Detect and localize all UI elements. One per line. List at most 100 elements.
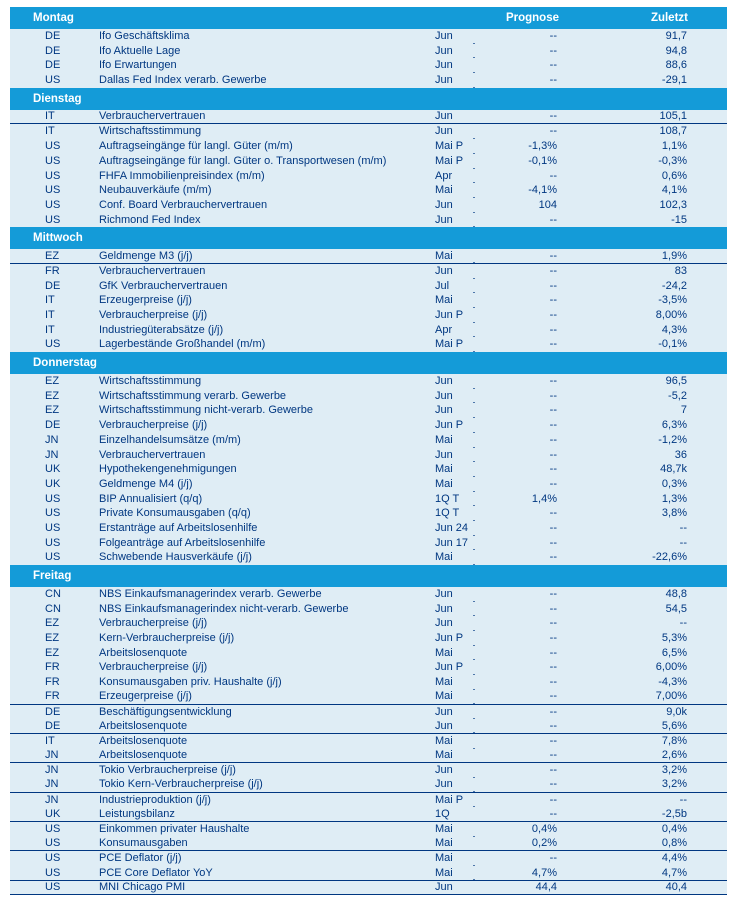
column-separator-dot xyxy=(473,615,475,617)
forecast-value: 1,4% xyxy=(531,492,557,505)
forecast-value: -- xyxy=(549,125,557,138)
reference-period-text: Mai xyxy=(435,551,453,564)
forecast-value: -- xyxy=(549,764,557,777)
last-value: 0,4% xyxy=(661,823,687,835)
day-section: Montag Prognose Zuletzt DE Ifo Geschäfts… xyxy=(10,7,727,88)
forecast-value: 4,7% xyxy=(531,866,557,879)
reference-period: Jun xyxy=(425,705,477,720)
reference-period: Jun xyxy=(425,403,477,419)
indicator-name: BIP Annualisiert (q/q) xyxy=(99,492,203,505)
forecast-value: -- xyxy=(549,419,557,432)
last-value: 54,5 xyxy=(665,602,687,615)
column-separator-dot xyxy=(473,321,475,323)
reference-period-text: Apr xyxy=(435,169,453,182)
reference-period-text: Mai xyxy=(435,823,453,835)
country-code: JN xyxy=(45,448,59,461)
forecast-value: -- xyxy=(549,404,557,417)
indicator-name: Arbeitslosenquote xyxy=(99,646,188,659)
reference-period-text: Jun xyxy=(435,125,453,138)
indicator-name: Verbrauchervertrauen xyxy=(99,448,206,461)
last-value: -2,5b xyxy=(661,807,687,820)
reference-period: Jul xyxy=(425,279,477,294)
column-header-zuletzt: Zuletzt xyxy=(650,12,688,24)
reference-period: Jun xyxy=(425,109,477,124)
indicator-row: UK Hypothekengenehmigungen Mai -- 48,7k xyxy=(10,462,727,477)
reference-period-text: Mai P xyxy=(435,793,464,806)
last-value: 4,3% xyxy=(661,323,687,336)
country-code: EZ xyxy=(45,617,60,630)
last-value: 4,1% xyxy=(661,184,687,197)
country-code: FR xyxy=(45,264,60,277)
day-section: Donnerstag EZ Wirtschaftsstimmung Jun --… xyxy=(10,352,727,566)
column-separator-dot xyxy=(473,703,475,705)
country-code: EZ xyxy=(45,249,60,262)
reference-period: Jun 24 xyxy=(425,521,477,536)
reference-period-text: Mai xyxy=(435,184,453,197)
indicator-name: Neubauverkäufe (m/m) xyxy=(99,184,212,197)
last-value: 94,8 xyxy=(665,44,687,57)
reference-period: Mai xyxy=(425,748,477,763)
country-code: DE xyxy=(45,59,61,72)
reference-period-text: Mai P xyxy=(435,154,464,167)
column-separator-dot xyxy=(473,505,475,507)
reference-period: Mai xyxy=(425,866,477,881)
last-value: 105,1 xyxy=(659,110,687,123)
last-value: 0,3% xyxy=(661,477,687,490)
indicator-row: EZ Wirtschaftsstimmung Jun -- 96,5 xyxy=(10,374,727,389)
indicator-name: Private Konsumausgaben (q/q) xyxy=(99,507,251,520)
forecast-value: -- xyxy=(549,375,557,388)
country-code: FR xyxy=(45,676,60,689)
reference-period: Mai xyxy=(425,183,477,198)
column-separator-dot xyxy=(473,849,475,851)
day-section: Dienstag IT Verbrauchervertrauen Jun -- … xyxy=(10,87,727,228)
column-separator-dot xyxy=(473,747,475,749)
reference-period: Jun xyxy=(425,389,477,404)
last-value: 6,5% xyxy=(661,646,687,659)
indicator-name: Verbrauchervertrauen xyxy=(99,110,206,123)
reference-period-text: Mai P xyxy=(435,140,464,153)
indicator-name: FHFA Immobilienpreisindex (m/m) xyxy=(99,169,265,182)
column-separator-dot xyxy=(473,534,475,536)
last-value: 9,0k xyxy=(666,705,687,718)
country-code: US xyxy=(45,852,61,865)
indicator-row: DE GfK Verbrauchervertrauen Jul -- -24,2 xyxy=(10,278,727,294)
indicator-row: EZ Arbeitslosenquote Mai -- 6,5% xyxy=(10,645,727,661)
indicator-name: Arbeitslosenquote xyxy=(99,719,188,732)
country-code: JN xyxy=(45,764,59,777)
last-value: 48,7k xyxy=(660,463,687,476)
reference-period: Jun xyxy=(425,602,477,617)
country-code: JN xyxy=(45,778,59,791)
reference-period: Jun xyxy=(425,58,477,74)
indicator-name: Dallas Fed Index verarb. Gewerbe xyxy=(99,74,267,87)
reference-period: Mai P xyxy=(425,154,477,169)
last-value: 3,2% xyxy=(661,778,687,791)
forecast-value: -- xyxy=(549,807,557,820)
column-separator-dot xyxy=(473,196,475,198)
reference-period-text: Mai xyxy=(435,463,453,476)
forecast-value: -- xyxy=(549,264,557,277)
indicator-name: Ifo Geschäftsklima xyxy=(99,30,190,42)
indicator-name: Erstanträge auf Arbeitslosenhilfe xyxy=(99,521,258,534)
forecast-value: -- xyxy=(549,676,557,689)
forecast-value: -- xyxy=(549,463,557,476)
reference-period: Jun P xyxy=(425,308,477,323)
forecast-value: -- xyxy=(549,793,557,806)
country-code: US xyxy=(45,492,61,505)
last-value: -24,2 xyxy=(661,279,687,292)
forecast-value: -- xyxy=(549,30,557,42)
reference-period: Jun xyxy=(425,616,477,632)
reference-period-text: Mai xyxy=(435,249,453,262)
column-separator-dot xyxy=(473,387,475,389)
reference-period: Jun xyxy=(425,124,477,140)
indicator-row: IT Wirtschaftsstimmung Jun -- 108,7 xyxy=(10,124,727,140)
indicator-row: IT Verbrauchervertrauen Jun -- 105,1 xyxy=(10,109,727,125)
reference-period-text: Jul xyxy=(435,279,450,292)
indicator-row: US Auftragseingänge für langl. Güter (m/… xyxy=(10,139,727,154)
country-code: US xyxy=(45,536,61,549)
indicator-row: UK Geldmenge M4 (j/j) Mai -- 0,3% xyxy=(10,476,727,492)
indicator-name: Leistungsbilanz xyxy=(99,807,175,820)
reference-period: Jun 17 xyxy=(425,536,477,551)
country-code: IT xyxy=(45,294,55,307)
indicator-name: Conf. Board Verbrauchervertrauen xyxy=(99,198,268,211)
last-value: 7,8% xyxy=(661,734,687,747)
